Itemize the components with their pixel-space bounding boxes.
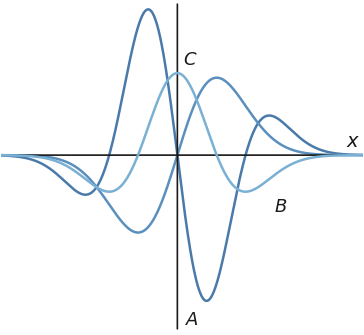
Text: C: C [183, 51, 195, 69]
Text: A: A [186, 311, 198, 329]
Text: x: x [347, 132, 358, 150]
Text: B: B [274, 198, 287, 216]
